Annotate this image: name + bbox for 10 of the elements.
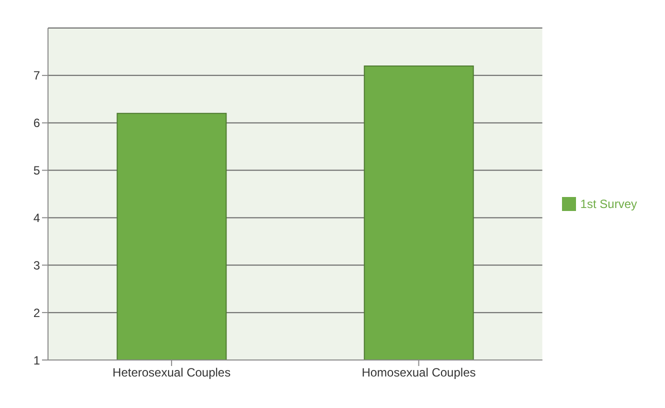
y-tick-label: 2	[33, 306, 40, 320]
legend-label: 1st Survey	[580, 196, 637, 211]
y-tick-label: 5	[33, 164, 40, 178]
y-tick-label: 7	[33, 68, 40, 83]
x-tick-label: Heterosexual Couples	[112, 366, 231, 380]
x-tick-label: Homosexual Couples	[362, 366, 476, 380]
y-tick-label: 3	[33, 258, 40, 272]
y-tick-label: 1	[33, 353, 40, 368]
y-tick-label: 6	[33, 116, 40, 130]
y-tick-label: 4	[33, 210, 40, 225]
